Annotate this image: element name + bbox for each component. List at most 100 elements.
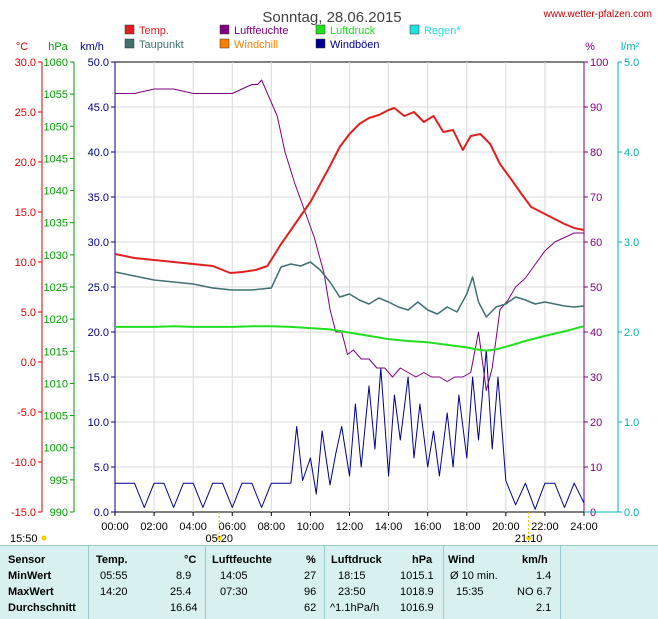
sunset-sun-icon xyxy=(526,535,532,541)
humidity-tick-label: 40 xyxy=(590,327,602,339)
temp-tick-label: -15.0 xyxy=(11,507,36,519)
header-humidity-unit: % xyxy=(306,554,316,566)
temp-tick-label: -10.0 xyxy=(11,457,36,469)
wind-min-value: 1.4 xyxy=(536,570,552,582)
humidity-tick-label: 100 xyxy=(590,57,608,69)
humidity-tick-label: 50 xyxy=(590,282,602,294)
temp-tick-label: 20.0 xyxy=(15,157,36,169)
sunrise-sun-icon xyxy=(216,535,222,541)
temp-tick-label: 5.0 xyxy=(21,307,36,319)
divider xyxy=(443,546,444,619)
humidity-tick-label: 70 xyxy=(590,192,602,204)
data-series xyxy=(114,79,585,510)
rain-tick-label: 3.0 xyxy=(624,237,639,249)
x-tick-label: 12:00 xyxy=(336,521,364,533)
temp-min-value: 8.9 xyxy=(176,570,192,582)
hum-min-value: 27 xyxy=(304,570,317,582)
header-pressure-unit: hPa xyxy=(412,554,433,566)
pressure-tick-label: 1060 xyxy=(44,57,68,69)
x-tick-label: 16:00 xyxy=(414,521,442,533)
x-tick-label: 14:00 xyxy=(375,521,403,533)
header-humidity: Luftfeuchte xyxy=(212,554,272,566)
wind-avg-value: 2.1 xyxy=(536,602,552,614)
x-tick-label: 22:00 xyxy=(531,521,559,533)
hum-min-time: 14:05 xyxy=(220,570,248,582)
series-luftfeuchte xyxy=(115,79,584,391)
humidity-tick-label: 20 xyxy=(590,417,602,429)
wind-tick-label: 15.0 xyxy=(88,372,109,384)
humidity-tick-label: 30 xyxy=(590,372,602,384)
legend-swatch xyxy=(124,38,135,49)
legend-swatch xyxy=(409,24,420,35)
header-temp-unit: °C xyxy=(184,554,197,566)
rain-tick-label: 2.0 xyxy=(624,327,639,339)
header-wind-unit: km/h xyxy=(522,554,548,566)
divider xyxy=(205,546,206,619)
axis-unit-label: hPa xyxy=(48,41,68,53)
chart-title: Sonntag, 28.06.2015 xyxy=(262,9,401,26)
header-temp: Temp. xyxy=(96,554,128,566)
temp-min-time: 05:55 xyxy=(100,570,128,582)
legend-swatch xyxy=(219,24,230,35)
pressure-tick-label: 1045 xyxy=(44,153,68,165)
wind-tick-label: 25.0 xyxy=(88,282,109,294)
temp-tick-label: 10.0 xyxy=(15,257,36,269)
temp-tick-label: 0.0 xyxy=(21,357,36,369)
x-tick-label: 06:00 xyxy=(218,521,246,533)
sunset-time: 21:10 xyxy=(515,533,543,545)
x-tick-label: 02:00 xyxy=(140,521,168,533)
x-tick-label: 20:00 xyxy=(492,521,520,533)
source-url[interactable]: www.wetter-pfalzen.com xyxy=(543,9,652,20)
x-tick-label: 10:00 xyxy=(297,521,325,533)
axis-unit-label: % xyxy=(585,41,595,53)
series-temp xyxy=(114,107,585,274)
legend-label: Luftdruck xyxy=(330,25,376,37)
axis-unit-label: °C xyxy=(16,41,28,53)
legend-swatch xyxy=(124,24,135,35)
wind-max-time: 15:35 xyxy=(456,586,484,598)
pres-min-time: 18:15 xyxy=(338,570,366,582)
pressure-tick-label: 1020 xyxy=(44,314,68,326)
x-tick-label: 00:00 xyxy=(101,521,129,533)
pressure-tick-label: 1015 xyxy=(44,346,68,358)
pres-trend: ^1.1hPa/h xyxy=(330,602,380,614)
temp-tick-label: 25.0 xyxy=(15,107,36,119)
wind-tick-label: 30.0 xyxy=(88,237,109,249)
axis-unit-label: km/h xyxy=(80,41,104,53)
sun-markers: 05:20 21:10 15:50 xyxy=(10,512,542,545)
humidity-tick-label: 10 xyxy=(590,462,602,474)
sunrise-time: 05:20 xyxy=(205,533,233,545)
legend-swatch xyxy=(219,38,230,49)
legend-label: Windchill xyxy=(234,39,278,51)
pressure-tick-label: 1030 xyxy=(44,250,68,262)
left-time: 15:50 xyxy=(10,533,38,545)
rain-tick-label: 1.0 xyxy=(624,417,639,429)
legend-label: Regen* xyxy=(424,25,461,37)
wind-tick-label: 45.0 xyxy=(88,102,109,114)
pres-max-value: 1018.9 xyxy=(400,586,434,598)
pressure-tick-label: 1005 xyxy=(44,411,68,423)
pressure-tick-label: 995 xyxy=(50,475,68,487)
wind-min-time: Ø 10 min. xyxy=(450,570,498,582)
hum-max-value: 96 xyxy=(304,586,317,598)
temp-max-time: 14:20 xyxy=(100,586,128,598)
pressure-tick-label: 1010 xyxy=(44,378,68,390)
header-pressure: Luftdruck xyxy=(331,554,382,566)
x-tick-label: 04:00 xyxy=(179,521,207,533)
row-label: MaxWert xyxy=(8,586,54,598)
legend-label: Temp. xyxy=(139,25,169,37)
wind-tick-label: 50.0 xyxy=(88,57,109,69)
axes: 30.0 25.0 20.0 15.0 10.0 5.0 0.0 -5.0 -10.0 -15.0… xyxy=(11,57,639,533)
temp-tick-label: -5.0 xyxy=(17,407,36,419)
wind-tick-label: 35.0 xyxy=(88,192,109,204)
wind-tick-label: 5.0 xyxy=(94,462,109,474)
pres-min-value: 1015.1 xyxy=(400,570,434,582)
pressure-tick-label: 1050 xyxy=(44,121,68,133)
humidity-tick-label: 60 xyxy=(590,237,602,249)
pressure-tick-label: 1000 xyxy=(44,443,68,455)
axis-units: °C hPa km/h% l/m² xyxy=(16,41,640,53)
legend-label: Windböen xyxy=(330,39,380,51)
temp-max-value: 25.4 xyxy=(170,586,192,598)
pressure-tick-label: 1055 xyxy=(44,89,68,101)
legend-swatch xyxy=(315,24,326,35)
